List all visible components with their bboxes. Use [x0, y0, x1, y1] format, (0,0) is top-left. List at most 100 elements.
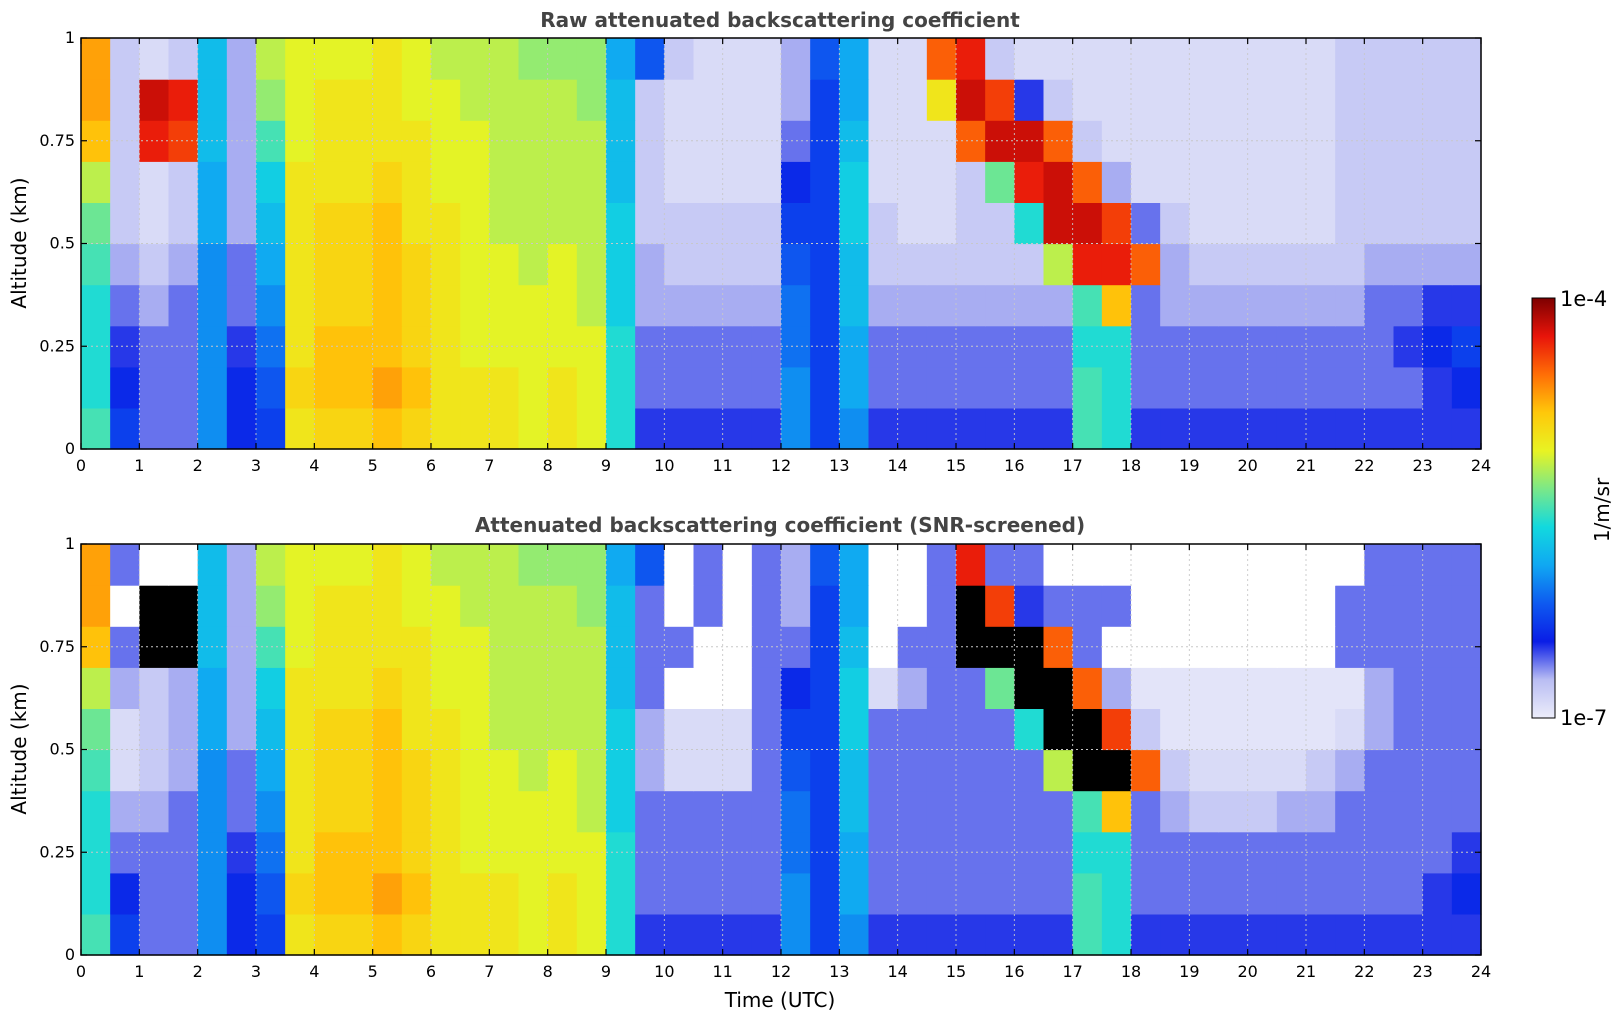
- heatmap-cell: [1043, 626, 1074, 668]
- y-tick-label: 0.75: [39, 637, 75, 656]
- heatmap-cell: [1422, 872, 1453, 915]
- heatmap-cell: [1364, 913, 1395, 956]
- heatmap-cell: [1451, 708, 1482, 751]
- heatmap-cell: [868, 667, 899, 709]
- heatmap-cell: [722, 243, 753, 286]
- heatmap-cell: [722, 872, 753, 915]
- heatmap-cell: [1218, 366, 1249, 409]
- heatmap-cell: [606, 120, 636, 162]
- heatmap-cell: [1364, 161, 1395, 203]
- x-tick-label: 21: [1296, 456, 1316, 475]
- heatmap-cell: [1276, 407, 1307, 450]
- heatmap-cell: [1131, 872, 1161, 915]
- heatmap-cell: [401, 38, 432, 80]
- heatmap-cell: [1335, 585, 1365, 627]
- heatmap-cell: [518, 407, 549, 450]
- heatmap-cell: [1422, 544, 1453, 586]
- heatmap-cell: [664, 585, 695, 627]
- heatmap-cell: [1364, 366, 1395, 409]
- heatmap-cell: [1276, 790, 1307, 833]
- heatmap-cell: [401, 872, 432, 915]
- heatmap-cell: [868, 202, 899, 245]
- x-tick-label: 11: [712, 456, 732, 475]
- x-tick-label: 14: [887, 962, 907, 981]
- heatmap-cell: [372, 161, 403, 203]
- x-tick-label: 1: [134, 962, 144, 981]
- heatmap-cell: [1364, 790, 1395, 833]
- heatmap-cell: [810, 790, 840, 833]
- heatmap-cell: [110, 366, 140, 409]
- heatmap-cell: [256, 913, 286, 956]
- heatmap-cell: [1393, 79, 1424, 121]
- heatmap-cell: [1422, 749, 1453, 792]
- heatmap-cell: [1393, 243, 1424, 286]
- heatmap-cell: [489, 325, 520, 368]
- heatmap-cell: [372, 243, 403, 286]
- x-tick-label: 16: [1004, 962, 1024, 981]
- heatmap-cell: [168, 913, 199, 956]
- heatmap-cell: [1247, 366, 1278, 409]
- heatmap-cell: [606, 790, 636, 833]
- heatmap-cell: [1306, 667, 1336, 709]
- heatmap-cell: [897, 38, 928, 80]
- heatmap-cell: [489, 407, 520, 450]
- heatmap-cell: [489, 243, 520, 286]
- heatmap-cell: [401, 544, 432, 586]
- heatmap-cell: [693, 626, 724, 668]
- heatmap-cell: [1335, 38, 1365, 80]
- heatmap-cell: [343, 585, 374, 627]
- heatmap-cell: [372, 913, 403, 956]
- heatmap-cell: [81, 872, 111, 915]
- heatmap-cell: [1131, 790, 1161, 833]
- heatmap-cell: [1014, 120, 1045, 162]
- heatmap-cell: [722, 749, 753, 792]
- heatmap-cell: [606, 325, 636, 368]
- heatmap-cell: [256, 708, 286, 751]
- heatmap-cell: [1306, 284, 1336, 327]
- heatmap-cell: [489, 667, 520, 709]
- heatmap-cell: [1189, 407, 1220, 450]
- heatmap-cell: [110, 872, 140, 915]
- heatmap-cell: [1335, 284, 1365, 327]
- heatmap-cell: [664, 667, 695, 709]
- ticks-screened: 0 1 2 3 4 5 6 7 8 9 10 11 12 13 14 15 16 17 18 19 20 21 22 23 24…: [39, 534, 1491, 981]
- heatmap-cell: [1276, 667, 1307, 709]
- heatmap-cell: [489, 79, 520, 121]
- heatmap-cell: [664, 749, 695, 792]
- heatmap-cell: [1393, 831, 1424, 874]
- heatmap-cell: [1393, 626, 1424, 668]
- heatmap-cell: [139, 749, 170, 792]
- heatmap-cell: [110, 749, 140, 792]
- heatmap-cell: [1422, 913, 1453, 956]
- heatmap-cell: [1364, 708, 1395, 751]
- heatmap-cell: [372, 790, 403, 833]
- x-tick-label: 2: [193, 962, 203, 981]
- heatmap-cell: [810, 913, 840, 956]
- heatmap-cell: [1072, 243, 1103, 286]
- heatmap-cell: [606, 626, 636, 668]
- heatmap-cell: [431, 708, 461, 751]
- heatmap-cell: [868, 708, 899, 751]
- heatmap-cell: [1306, 366, 1336, 409]
- heatmap-cell: [1393, 585, 1424, 627]
- x-tick-label: 1: [134, 456, 144, 475]
- heatmap-cell: [431, 161, 461, 203]
- heatmap-cell: [606, 831, 636, 874]
- x-tick-label: 10: [654, 456, 674, 475]
- heatmap-cell: [1393, 749, 1424, 792]
- heatmap-cell: [1247, 544, 1278, 586]
- heatmap-cell: [956, 667, 986, 709]
- heatmap-cell: [518, 79, 549, 121]
- heatmap-cell: [810, 161, 840, 203]
- heatmap-cell: [956, 38, 986, 80]
- heatmap-cell: [1364, 243, 1395, 286]
- heatmap-cell: [664, 790, 695, 833]
- heatmap-cell: [956, 872, 986, 915]
- heatmap-cell: [1306, 913, 1336, 956]
- heatmap-cell: [401, 202, 432, 245]
- heatmap-cell: [1306, 38, 1336, 80]
- heatmap-cell: [431, 366, 461, 409]
- heatmap-cell: [110, 407, 140, 450]
- heatmap-cell: [635, 325, 665, 368]
- heatmap-cell: [401, 284, 432, 327]
